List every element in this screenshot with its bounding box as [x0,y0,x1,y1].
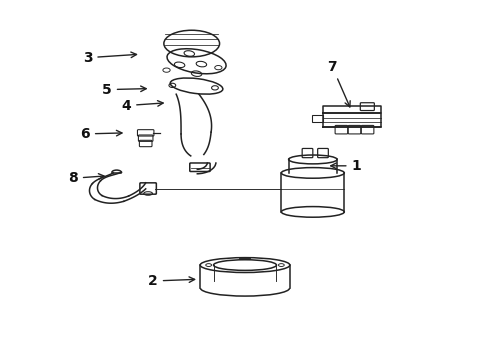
Text: 1: 1 [331,159,361,173]
Text: 8: 8 [68,171,104,185]
Text: 6: 6 [80,127,122,141]
Text: 3: 3 [83,51,137,65]
Text: 5: 5 [102,82,146,96]
Text: 7: 7 [327,59,350,107]
Text: 4: 4 [122,99,163,113]
Text: 2: 2 [148,274,195,288]
